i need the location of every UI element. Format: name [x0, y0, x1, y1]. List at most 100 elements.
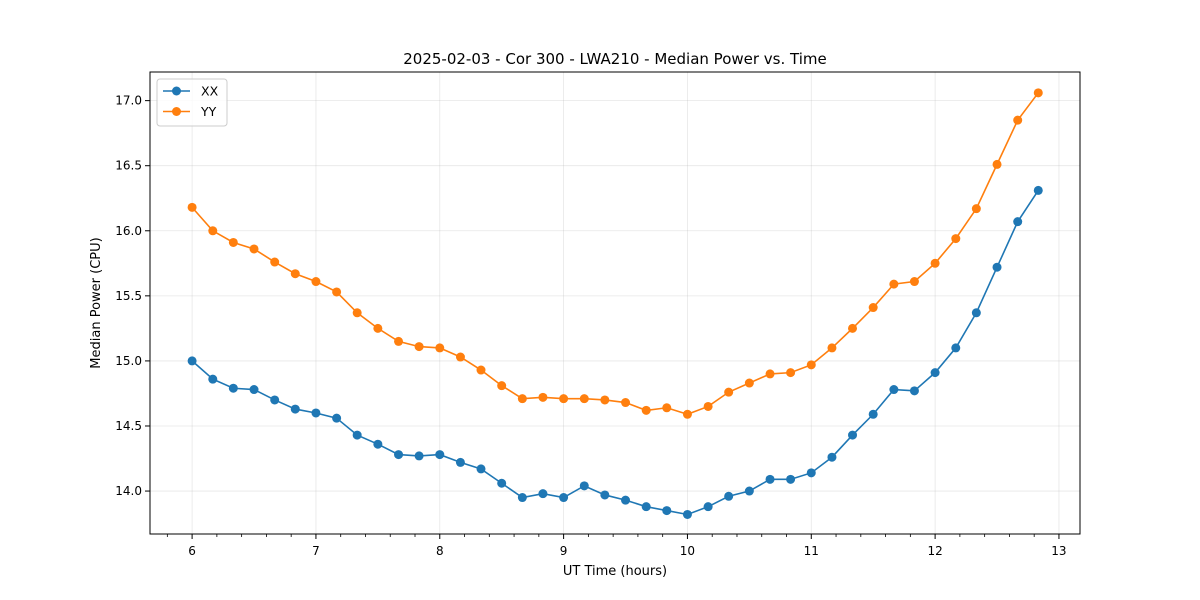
data-point-xx	[332, 413, 342, 423]
data-point-yy	[394, 336, 404, 346]
legend-item-xx: XX	[163, 84, 219, 99]
data-point-yy	[538, 392, 548, 402]
data-point-xx	[394, 450, 404, 460]
data-point-xx	[724, 491, 734, 501]
y-tick-label: 15.0	[115, 354, 142, 368]
data-point-yy	[414, 342, 424, 352]
data-point-yy	[951, 234, 961, 244]
data-point-xx	[435, 450, 445, 460]
y-axis-label: Median Power (CPU)	[89, 237, 104, 368]
data-point-xx	[682, 509, 692, 519]
data-point-xx	[352, 430, 362, 440]
data-point-yy	[786, 368, 796, 378]
data-point-yy	[455, 352, 465, 362]
y-tick-label: 14.5	[115, 419, 142, 433]
legend-items: XX YY	[163, 84, 219, 119]
axes-layer: 6 7 8 9 10 11 12 13 14.0 14.5 15.0 15.5 16.0 16.5 17.0	[115, 94, 1066, 558]
data-point-yy	[373, 323, 383, 333]
data-point-xx	[187, 356, 197, 366]
y-tick-label: 15.5	[115, 289, 142, 303]
grid-layer	[150, 72, 1080, 534]
data-point-yy	[290, 269, 300, 279]
data-point-yy	[806, 360, 816, 370]
data-point-xx	[662, 506, 672, 516]
data-point-xx	[889, 385, 899, 395]
series-layer	[187, 88, 1043, 519]
data-point-yy	[311, 277, 321, 287]
x-tick-label: 6	[188, 544, 196, 558]
data-point-yy	[930, 258, 940, 268]
data-point-xx	[806, 468, 816, 478]
legend-marker	[172, 107, 181, 116]
data-point-yy	[600, 395, 610, 405]
data-point-xx	[311, 408, 321, 418]
series-yy	[187, 88, 1043, 419]
data-point-xx	[208, 374, 218, 384]
x-tick-label: 9	[560, 544, 568, 558]
data-point-xx	[579, 481, 589, 491]
data-point-yy	[827, 343, 837, 353]
data-point-xx	[290, 404, 300, 414]
data-point-yy	[662, 403, 672, 413]
data-point-yy	[497, 381, 507, 391]
data-point-yy	[332, 287, 342, 297]
y-tick-label: 14.0	[115, 484, 142, 498]
data-point-xx	[744, 486, 754, 496]
data-point-yy	[228, 237, 238, 247]
data-point-yy	[703, 401, 713, 411]
data-point-xx	[538, 489, 548, 499]
data-point-xx	[868, 409, 878, 419]
data-point-xx	[827, 452, 837, 462]
data-point-yy	[517, 394, 527, 404]
data-point-xx	[476, 464, 486, 474]
data-point-yy	[744, 378, 754, 388]
data-point-yy	[621, 398, 631, 408]
data-point-xx	[497, 478, 507, 488]
data-point-yy	[971, 204, 981, 214]
data-point-yy	[848, 323, 858, 333]
data-point-yy	[435, 343, 445, 353]
x-tick-label: 11	[804, 544, 819, 558]
legend-label: XX	[201, 84, 219, 99]
data-point-xx	[992, 262, 1002, 272]
chart-title: 2025-02-03 - Cor 300 - LWA210 - Median P…	[403, 50, 827, 68]
data-point-yy	[889, 279, 899, 289]
data-point-xx	[848, 430, 858, 440]
data-point-xx	[373, 439, 383, 449]
series-line-yy	[191, 92, 1039, 416]
x-tick-label: 7	[312, 544, 320, 558]
data-point-xx	[270, 395, 280, 405]
data-point-xx	[414, 451, 424, 461]
data-point-xx	[1033, 185, 1043, 195]
data-point-yy	[682, 409, 692, 419]
data-point-xx	[249, 385, 259, 395]
data-point-yy	[765, 369, 775, 379]
legend-item-yy: YY	[163, 104, 217, 119]
series-line-xx	[191, 189, 1039, 516]
data-point-xx	[765, 474, 775, 484]
data-point-xx	[930, 368, 940, 378]
data-point-yy	[208, 226, 218, 236]
legend-marker	[172, 86, 181, 96]
data-point-yy	[187, 202, 197, 212]
data-point-xx	[600, 490, 610, 500]
data-point-yy	[641, 405, 651, 415]
x-tick-label: 13	[1051, 544, 1066, 558]
data-point-yy	[992, 159, 1002, 169]
data-point-xx	[909, 386, 919, 396]
data-point-xx	[641, 502, 651, 512]
data-point-xx	[455, 457, 465, 467]
data-point-xx	[971, 308, 981, 318]
data-point-xx	[228, 383, 238, 393]
data-point-yy	[1033, 88, 1043, 98]
x-tick-label: 8	[436, 544, 444, 558]
series-xx	[187, 185, 1043, 519]
y-tick-label: 16.5	[115, 159, 142, 173]
y-tick-label: 17.0	[115, 94, 142, 108]
data-point-xx	[517, 493, 527, 503]
data-point-yy	[352, 308, 362, 318]
data-point-xx	[621, 495, 631, 505]
legend-label: YY	[200, 104, 217, 119]
